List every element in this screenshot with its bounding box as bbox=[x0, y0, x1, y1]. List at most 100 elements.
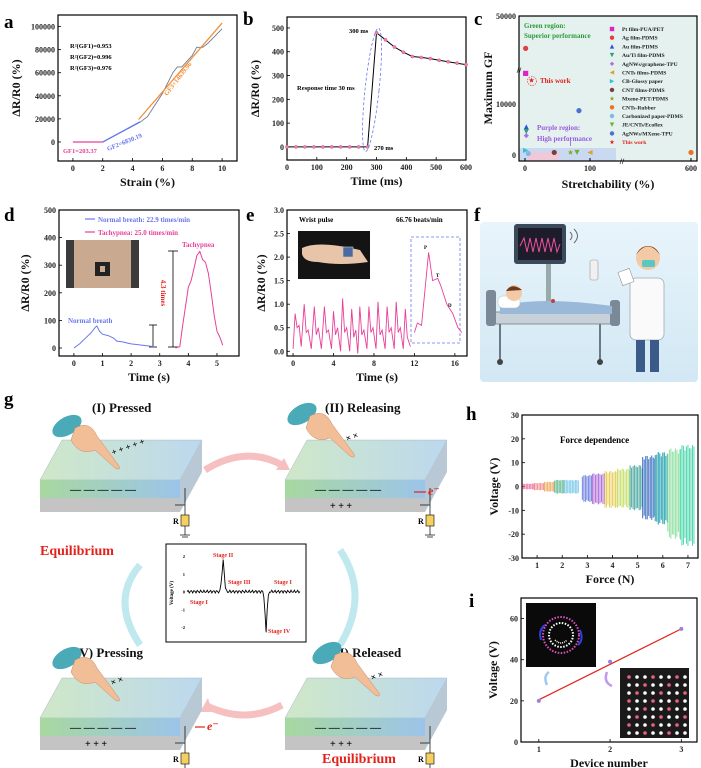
data-point bbox=[374, 30, 379, 35]
slab-electrode-layer bbox=[40, 498, 180, 512]
y-tick-label: 0 bbox=[51, 138, 55, 147]
pulse-curve bbox=[292, 298, 411, 354]
marker-circle bbox=[609, 87, 615, 93]
hand-icon bbox=[70, 425, 120, 470]
legend-normal-breath: Normal breath: 22.9 times/min bbox=[98, 216, 190, 224]
marker-diamond bbox=[609, 61, 615, 66]
legend-entry: CNTs-Rubber bbox=[622, 105, 656, 111]
led-dot bbox=[675, 675, 679, 679]
cycle-arrow-top-head bbox=[276, 458, 290, 470]
slab-releasing: — — — — — + + + R × × e⁻ bbox=[284, 402, 448, 538]
x-tick-label: 4 bbox=[332, 359, 336, 368]
chart-c: 0 100 600 0 10000 50000 Stretchability (%) Maxi… bbox=[481, 12, 698, 191]
led-dot bbox=[675, 715, 679, 719]
x-tick-label: 7 bbox=[686, 561, 690, 570]
data-point bbox=[294, 145, 298, 149]
stage-releasing-label: (II) Releasing bbox=[325, 400, 401, 415]
led-dot bbox=[659, 731, 663, 735]
voltage-signal bbox=[186, 559, 301, 633]
x-tick-label: 0 bbox=[71, 164, 75, 173]
panel-label-e: e bbox=[246, 205, 254, 226]
x-tick-label: 500 bbox=[430, 163, 442, 172]
pink-region bbox=[528, 152, 559, 161]
this-work-label: This work bbox=[540, 77, 571, 85]
y-tick-label: -30 bbox=[508, 554, 519, 563]
led-dot bbox=[627, 723, 631, 727]
marker-circle bbox=[551, 149, 557, 156]
led-dot bbox=[667, 715, 671, 719]
legend-entry: CNT films-PDMS bbox=[622, 88, 665, 94]
data-point bbox=[679, 626, 684, 631]
marker-circle bbox=[523, 45, 529, 52]
led-dot bbox=[651, 731, 655, 735]
finger-charges: × × bbox=[109, 674, 124, 688]
panel-label-d: d bbox=[4, 205, 15, 226]
led-dot bbox=[643, 675, 647, 679]
ratio-annotation: 4.3 times bbox=[159, 280, 167, 307]
patient bbox=[497, 285, 555, 309]
y-tick-label: 300 bbox=[272, 72, 284, 81]
gf3-label: GF3=14639.96 bbox=[163, 61, 194, 98]
led-dot bbox=[635, 715, 639, 719]
panel-label-b: b bbox=[243, 9, 254, 30]
r2-gf1: R²(GF1)=0.953 bbox=[70, 43, 112, 50]
resistor-label: R bbox=[418, 755, 424, 764]
panel-label-h: h bbox=[466, 404, 477, 425]
legend-entry: CB-Glossy paper bbox=[622, 79, 663, 85]
chart-d: 0 1 2 3 4 5 0 100 200 300 400 500 Time (s) ΔR/R0 (%) bbox=[18, 206, 240, 384]
slab-tribo-layer bbox=[40, 480, 180, 498]
x-axis-label: Device number bbox=[570, 756, 648, 768]
cycle-arrow-right bbox=[336, 548, 359, 647]
marker-triangle-right bbox=[523, 147, 529, 154]
x-axis-label: Stretchability (%) bbox=[562, 177, 655, 191]
x-tick-label: 5 bbox=[215, 359, 219, 368]
y-tick-label: 10000 bbox=[496, 100, 516, 109]
breath-curve bbox=[175, 250, 224, 349]
force-dependence-title: Force dependence bbox=[560, 435, 629, 445]
led-dot bbox=[659, 723, 663, 727]
marker-star bbox=[609, 96, 615, 101]
cycle-arrow-bottom bbox=[203, 701, 284, 719]
x-tick-label: 4 bbox=[131, 164, 135, 173]
led-dot bbox=[659, 691, 663, 695]
arrow-to-led-array bbox=[604, 671, 613, 688]
gf2-label: GF2=6830.19 bbox=[106, 132, 144, 153]
led-dot bbox=[683, 699, 687, 703]
marker-square bbox=[523, 70, 529, 76]
normal-breath-annotation: Normal breath bbox=[68, 317, 112, 325]
r2-gf3: R²(GF3)=0.976 bbox=[70, 65, 112, 72]
chest-photo bbox=[66, 240, 139, 288]
negative-charges: — — — — — bbox=[69, 484, 137, 496]
y-tick-label: -20 bbox=[508, 530, 519, 539]
led-dot bbox=[643, 699, 647, 703]
led-dot bbox=[667, 683, 671, 687]
pulse-rate: 66.76 beats/min bbox=[396, 216, 443, 224]
legend-entry: Ag film-PDMS bbox=[622, 36, 658, 42]
slab-tribo-layer bbox=[285, 718, 425, 736]
slab-side-face bbox=[425, 440, 447, 512]
y-tick-label: 400 bbox=[44, 234, 56, 243]
led-dot bbox=[635, 707, 639, 711]
x-tick-label: 0 bbox=[72, 359, 76, 368]
x-tick-label: 16 bbox=[451, 359, 459, 368]
plot-frame bbox=[57, 14, 238, 162]
marker-star bbox=[528, 77, 535, 83]
y-tick-label: 20000 bbox=[35, 115, 55, 124]
legend-entry: Au film-PDMS bbox=[622, 44, 658, 50]
wave-d: D bbox=[448, 304, 452, 309]
wrist-pulse-title: Wrist pulse bbox=[299, 216, 333, 224]
x-tick-label: 5 bbox=[636, 561, 640, 570]
data-point bbox=[419, 55, 424, 60]
x-axis-label: Time (s) bbox=[356, 370, 398, 384]
marker-triangle-right bbox=[609, 79, 615, 84]
tachypnea-annotation: Tachypnea bbox=[182, 241, 215, 249]
x-tick-label: 3 bbox=[679, 745, 683, 754]
marker-star bbox=[609, 139, 615, 145]
led-dot bbox=[659, 683, 663, 687]
positive-charges: + + + bbox=[330, 739, 352, 750]
y-tick-label: 100 bbox=[44, 316, 56, 325]
y-axis-label: Voltage (V) bbox=[486, 641, 500, 699]
inset-stage-4: Stage IV bbox=[268, 629, 291, 635]
positive-charges: + + + bbox=[330, 501, 352, 512]
iv-bag bbox=[589, 259, 599, 281]
